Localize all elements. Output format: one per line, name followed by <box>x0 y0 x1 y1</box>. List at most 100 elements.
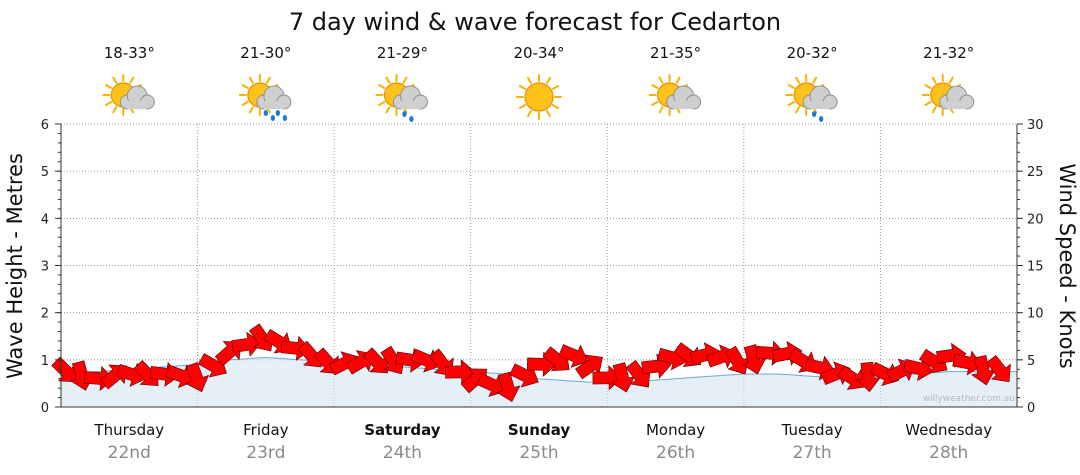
wind-arrow <box>952 350 983 376</box>
sun-ray <box>527 76 532 85</box>
right-tick-label: 10 <box>1027 307 1044 322</box>
sun-ray <box>248 76 254 84</box>
partly-cloudy-icon <box>648 74 702 116</box>
sun-ray <box>948 76 954 84</box>
wind-arrow <box>724 345 750 375</box>
sun-ray <box>658 76 664 84</box>
sun-ray <box>787 84 796 89</box>
right-tick-label: 20 <box>1027 212 1044 227</box>
partly-cloudy-icon <box>921 74 975 116</box>
rain-drop <box>263 110 269 116</box>
right-tick-label: 30 <box>1027 118 1044 133</box>
right-tick-label: 0 <box>1027 401 1035 416</box>
wind-arrow <box>496 371 521 403</box>
sun-ray <box>518 104 527 109</box>
day-date: 25th <box>519 443 558 463</box>
day-date: 26th <box>656 443 695 463</box>
day-column: 21-35° Monday 26th <box>646 44 705 463</box>
day-name: Monday <box>646 421 705 439</box>
temperature-range: 21-35° <box>650 44 701 62</box>
left-tick-label: 4 <box>41 212 49 227</box>
temperature-range: 21-29° <box>377 44 428 62</box>
sun-ray <box>518 85 527 90</box>
sun-ray <box>924 101 932 106</box>
sun-ray <box>787 101 796 106</box>
wind-series <box>51 323 1011 403</box>
sun-ray <box>129 76 135 84</box>
sun-ray <box>658 106 664 114</box>
right-axis-ticks: 0 5 10 15 20 25 30 <box>1017 118 1044 416</box>
partly-cloudy-icon <box>102 74 155 116</box>
sun-ray <box>551 85 560 90</box>
sun-ray <box>812 76 818 84</box>
cloud-base <box>810 101 831 109</box>
day-name: Tuesday <box>781 421 843 439</box>
day-columns: 18-33° Thursday 22nd 21-30° Friday 23rd 21-29°… <box>93 44 992 463</box>
showers-icon <box>238 74 292 121</box>
sun-ray <box>104 84 113 89</box>
rain-drop <box>275 110 281 116</box>
light-showers-icon <box>785 74 838 122</box>
sun-ray <box>385 76 391 84</box>
day-column: 20-32° Tuesday 27th <box>781 44 843 463</box>
left-tick-label: 3 <box>41 260 49 275</box>
wind-arrow <box>610 362 636 393</box>
wave-height-area <box>61 357 1017 407</box>
day-column: 18-33° Thursday 22nd <box>93 44 164 463</box>
day-date: 27th <box>793 443 832 463</box>
temperature-range: 21-32° <box>923 44 974 62</box>
rain-drop <box>818 116 824 122</box>
wind-arrow <box>185 362 210 393</box>
sun-ray <box>265 76 271 84</box>
right-tick-label: 5 <box>1027 354 1035 369</box>
wind-arrow <box>476 373 507 398</box>
temperature-range: 18-33° <box>104 44 155 62</box>
sun-ray <box>527 109 532 118</box>
wind-arrow <box>855 361 881 393</box>
rain-drop <box>402 111 407 117</box>
wind-arrow <box>574 354 603 380</box>
cloud-base <box>400 101 421 109</box>
day-date: 23rd <box>246 443 285 463</box>
sun-ray <box>241 101 249 106</box>
sun-ray <box>795 106 801 114</box>
rain-drop <box>409 116 414 122</box>
cloud-base <box>946 101 967 109</box>
wind-arrow <box>51 356 77 383</box>
rain-drop <box>270 115 276 121</box>
right-tick-label: 15 <box>1027 260 1044 275</box>
cloud-base <box>673 101 694 109</box>
sun-ray <box>546 76 551 85</box>
wind-arrow <box>558 344 589 368</box>
wind-arrow <box>231 331 262 357</box>
grid-layer <box>61 123 1017 407</box>
left-axis-title: Wave Height - Metres <box>3 153 27 379</box>
rain-drop <box>811 111 817 117</box>
sun-disc <box>524 82 554 112</box>
day-date: 24th <box>383 443 422 463</box>
wind-arrow <box>362 347 388 374</box>
cloud-base <box>263 101 284 109</box>
day-name: Wednesday <box>905 421 992 439</box>
light-showers-icon <box>375 74 428 122</box>
sun-ray <box>385 106 391 114</box>
day-name: Sunday <box>508 421 571 439</box>
sun-ray <box>651 101 659 106</box>
sun-ray <box>112 76 118 84</box>
temperature-range: 20-34° <box>513 44 564 62</box>
day-column: 20-34° Sunday 25th <box>508 44 571 463</box>
wind-arrow <box>837 365 866 390</box>
cloud-base <box>127 101 148 109</box>
left-axis-ticks: 0 1 2 3 4 5 6 <box>41 118 61 416</box>
sun-ray <box>924 84 932 89</box>
sun-ray <box>378 101 386 106</box>
temperature-range: 20-32° <box>787 44 838 62</box>
rain-drop <box>282 115 288 121</box>
left-tick-label: 2 <box>41 307 49 322</box>
day-column: 21-30° Friday 23rd <box>238 44 292 463</box>
left-tick-label: 6 <box>41 118 49 133</box>
wind-arrow <box>986 354 1011 383</box>
sun-ray <box>675 76 681 84</box>
chart-title: 7 day wind & wave forecast for Cedarton <box>289 8 781 36</box>
day-date: 22nd <box>108 443 151 463</box>
